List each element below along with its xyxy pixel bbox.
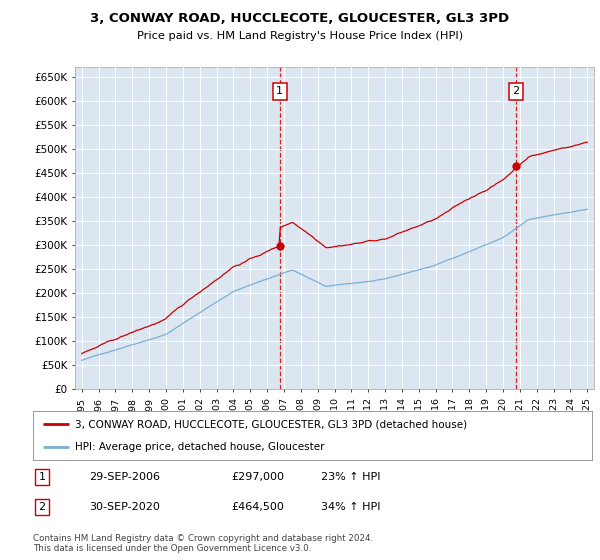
Text: £464,500: £464,500 [231, 502, 284, 512]
Text: Price paid vs. HM Land Registry's House Price Index (HPI): Price paid vs. HM Land Registry's House … [137, 31, 463, 41]
Text: 2: 2 [38, 502, 46, 512]
Text: Contains HM Land Registry data © Crown copyright and database right 2024.
This d: Contains HM Land Registry data © Crown c… [33, 534, 373, 553]
Text: £297,000: £297,000 [231, 472, 284, 482]
Text: 3, CONWAY ROAD, HUCCLECOTE, GLOUCESTER, GL3 3PD (detached house): 3, CONWAY ROAD, HUCCLECOTE, GLOUCESTER, … [75, 419, 467, 430]
Text: 23% ↑ HPI: 23% ↑ HPI [321, 472, 380, 482]
Text: 1: 1 [276, 86, 283, 96]
Text: 30-SEP-2020: 30-SEP-2020 [89, 502, 160, 512]
Text: HPI: Average price, detached house, Gloucester: HPI: Average price, detached house, Glou… [75, 442, 325, 452]
Text: 34% ↑ HPI: 34% ↑ HPI [321, 502, 380, 512]
Text: 2: 2 [512, 86, 519, 96]
Text: 3, CONWAY ROAD, HUCCLECOTE, GLOUCESTER, GL3 3PD: 3, CONWAY ROAD, HUCCLECOTE, GLOUCESTER, … [91, 12, 509, 25]
Text: 1: 1 [38, 472, 46, 482]
Text: 29-SEP-2006: 29-SEP-2006 [89, 472, 160, 482]
